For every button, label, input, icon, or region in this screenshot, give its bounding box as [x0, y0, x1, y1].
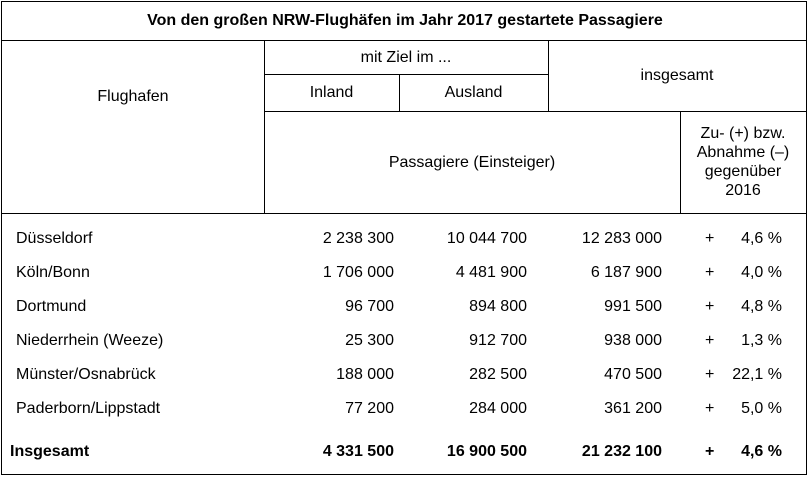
cell-change-sign: + — [705, 366, 715, 383]
table-title: Von den großen NRW-Flughäfen im Jahr 201… — [147, 12, 663, 29]
cell-ausland: 284 000 — [469, 400, 527, 417]
cell-airport-total: Insgesamt — [10, 443, 90, 460]
cell-airport: Paderborn/Lippstadt — [16, 400, 161, 417]
cell-change-sign-total: + — [705, 443, 715, 460]
cell-airport: Köln/Bonn — [16, 264, 90, 281]
col-divider-inland — [399, 74, 400, 111]
header-ausland: Ausland — [444, 84, 503, 101]
cell-inland: 188 000 — [336, 366, 394, 383]
header-change-line: gegenüber — [704, 163, 782, 180]
cell-change: 1,3 % — [741, 332, 782, 349]
cell-change-total: 4,6 % — [741, 443, 782, 460]
col-divider-airport — [264, 40, 265, 213]
cell-change-sign: + — [705, 298, 715, 315]
cell-total: 991 500 — [604, 298, 662, 315]
mit-ziel-divider — [264, 74, 548, 75]
header-change: Zu- (+) bzw. Abnahme (–) gegenüber 2016 — [680, 114, 806, 210]
header-bottom-divider — [2, 213, 806, 214]
cell-inland: 2 238 300 — [322, 230, 394, 247]
cell-change-sign: + — [705, 400, 715, 417]
cell-airport: Niederrhein (Weeze) — [16, 332, 164, 349]
header-passagiere: Passagiere (Einsteiger) — [388, 153, 556, 171]
header-mit-ziel: mit Ziel im ... — [360, 48, 452, 66]
cell-airport: Dortmund — [16, 298, 87, 315]
cell-airport: Münster/Osnabrück — [16, 366, 156, 383]
cell-ausland-total: 16 900 500 — [446, 443, 527, 460]
cell-total: 470 500 — [604, 366, 662, 383]
header-flughafen: Flughafen — [97, 88, 169, 105]
cell-change-sign: + — [705, 230, 715, 247]
cell-inland: 96 700 — [345, 298, 394, 315]
cell-change: 4,0 % — [741, 264, 782, 281]
cell-change-sign: + — [705, 332, 715, 349]
col-divider-total — [680, 111, 681, 213]
header-change-line: Abnahme (–) — [696, 144, 790, 161]
cell-total-total: 21 232 100 — [581, 443, 662, 460]
col-divider-ausland — [548, 40, 549, 111]
subheader-divider — [264, 111, 806, 112]
header-insgesamt: insgesamt — [640, 67, 714, 84]
cell-ausland: 10 044 700 — [446, 230, 527, 247]
cell-change: 4,8 % — [741, 298, 782, 315]
cell-total: 361 200 — [604, 400, 662, 417]
cell-ausland: 912 700 — [469, 332, 527, 349]
cell-change: 22,1 % — [732, 366, 782, 383]
cell-ausland: 894 800 — [469, 298, 527, 315]
header-inland: Inland — [309, 84, 354, 101]
title-divider — [2, 40, 806, 41]
cell-change-sign: + — [705, 264, 715, 281]
cell-total: 6 187 900 — [590, 264, 662, 281]
cell-total: 12 283 000 — [581, 230, 662, 247]
cell-inland: 25 300 — [345, 332, 394, 349]
cell-inland: 1 706 000 — [322, 264, 394, 281]
cell-ausland: 4 481 900 — [455, 264, 527, 281]
cell-inland: 77 200 — [345, 400, 394, 417]
header-change-line: 2016 — [725, 182, 761, 199]
cell-total: 938 000 — [604, 332, 662, 349]
cell-ausland: 282 500 — [469, 366, 527, 383]
cell-airport: Düsseldorf — [16, 230, 93, 247]
cell-change: 4,6 % — [741, 230, 782, 247]
cell-change: 5,0 % — [741, 400, 782, 417]
cell-inland-total: 4 331 500 — [322, 443, 394, 460]
header-change-line: Zu- (+) bzw. — [700, 125, 786, 142]
